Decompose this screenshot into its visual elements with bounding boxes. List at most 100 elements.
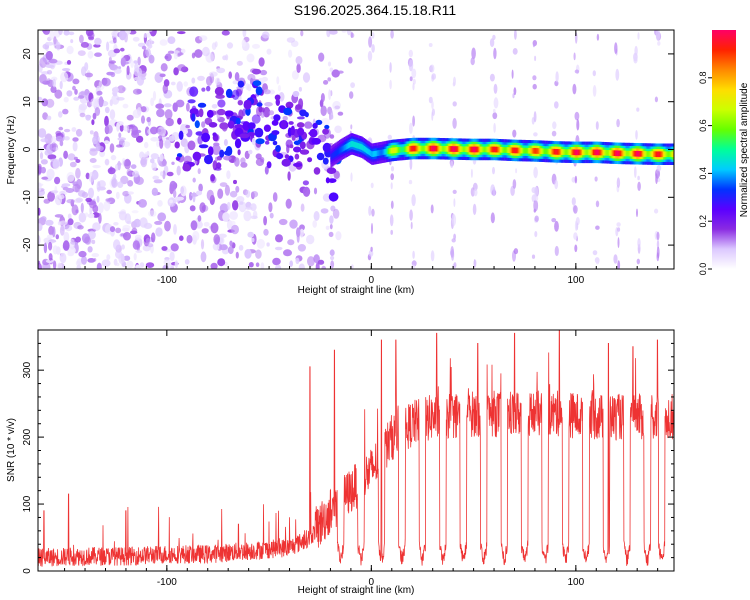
heatmap-speckle [96, 135, 100, 143]
heatmap-speckle [411, 194, 416, 207]
heatmap-speckle [84, 62, 89, 72]
heatmap-speckle [350, 31, 353, 38]
heatmap-speckle [634, 45, 638, 56]
heatmap-speckle [409, 122, 413, 134]
heatmap-ridge [555, 149, 557, 155]
heatmap-speckle [71, 127, 77, 132]
heatmap-speckle [202, 46, 210, 57]
heatmap-ridge [545, 148, 547, 155]
heatmap-ridge [402, 146, 405, 153]
heatmap-speckle [72, 183, 81, 193]
heatmap-ridge [499, 146, 502, 153]
heatmap-speckle [45, 219, 54, 226]
heatmap-speckle [78, 212, 87, 223]
heatmap-speckle [349, 91, 354, 99]
heatmap-speckle [217, 99, 226, 108]
heatmap-ridge [416, 145, 418, 152]
heatmap-speckle [146, 32, 151, 38]
heatmap-speckle [152, 90, 157, 101]
heatmap-ridge [483, 146, 486, 153]
heatmap-speckle [327, 77, 332, 82]
heatmap-speckle [132, 240, 140, 250]
heatmap-ridge [623, 150, 626, 157]
heatmap-ridge [397, 147, 400, 153]
heatmap-speckle [313, 187, 318, 195]
heatmap-ridge [418, 145, 421, 152]
heatmap-blob [234, 124, 244, 130]
heatmap-speckle [656, 246, 660, 259]
heatmap-speckle [452, 189, 457, 194]
heatmap-speckle [294, 153, 300, 160]
heatmap-speckle [105, 124, 113, 134]
heatmap-speckle [38, 223, 43, 232]
heatmap-speckle [105, 198, 111, 202]
heatmap-speckle [493, 47, 497, 60]
heatmap-blob [256, 102, 263, 107]
heatmap-speckle [320, 93, 325, 103]
heatmap-ridge [466, 146, 469, 153]
heatmap-ridge [609, 150, 611, 156]
heatmap-speckle [170, 81, 176, 86]
heatmap-ridge [377, 150, 379, 156]
heatmap-speckle [88, 187, 94, 199]
heatmap-ridge [600, 149, 602, 156]
heatmap-speckle [227, 246, 234, 255]
heatmap-ridge [528, 147, 530, 154]
heatmap-speckle [117, 85, 126, 94]
heatmap-ridge [508, 147, 510, 153]
heatmap-ridge [515, 147, 518, 154]
heatmap-ridge [534, 148, 536, 154]
heatmap-speckle [304, 121, 313, 129]
snr-background [38, 330, 674, 571]
heatmap-speckle [67, 218, 74, 226]
heatmap-ridge [557, 149, 559, 155]
heatmap-speckle [232, 80, 239, 85]
heatmap-ridge [460, 146, 462, 152]
heatmap-ridge [664, 151, 666, 158]
heatmap-speckle [222, 55, 227, 61]
heatmap-ridge [353, 141, 356, 148]
heatmap-speckle [126, 168, 132, 177]
heatmap-ridge [494, 146, 497, 153]
heatmap-ridge [417, 145, 420, 152]
heatmap-blob [208, 122, 218, 128]
heatmap-speckle [150, 97, 155, 107]
heatmap-speckle [534, 55, 537, 62]
heatmap-speckle [450, 160, 454, 168]
heatmap-speckle [371, 208, 375, 217]
heatmap-ridge [655, 151, 658, 158]
heatmap-speckle [132, 88, 142, 95]
heatmap-ridge [501, 147, 503, 153]
heatmap-blob [271, 119, 279, 126]
heatmap-speckle [80, 90, 86, 96]
heatmap-speckle [299, 228, 304, 238]
heatmap-speckle [282, 115, 288, 121]
heatmap-speckle [229, 240, 233, 247]
heatmap-ridge [345, 144, 347, 150]
heatmap-speckle [189, 86, 199, 97]
heatmap-speckle [635, 130, 638, 140]
heatmap-ridge [444, 146, 446, 152]
heatmap-ridge [597, 149, 600, 156]
heatmap-speckle [329, 134, 335, 139]
heatmap-speckle [189, 191, 193, 201]
heatmap-speckle [515, 168, 518, 174]
heatmap-ridge [358, 143, 361, 150]
heatmap-speckle [233, 179, 237, 185]
heatmap-speckle [634, 166, 637, 179]
heatmap-speckle [554, 220, 559, 232]
heatmap-ridge [421, 145, 423, 152]
heatmap-speckle [636, 208, 638, 218]
heatmap-ridge [453, 146, 455, 152]
heatmap-speckle [118, 253, 125, 264]
heatmap-speckle [513, 87, 517, 96]
heatmap-ridge [525, 147, 527, 154]
heatmap-speckle [574, 175, 578, 184]
heatmap-speckle [164, 53, 172, 62]
heatmap-ridge [436, 145, 438, 152]
heatmap-speckle [320, 105, 327, 117]
heatmap-speckle [244, 249, 252, 259]
heatmap-speckle [259, 69, 268, 76]
heatmap-blob [272, 140, 278, 146]
